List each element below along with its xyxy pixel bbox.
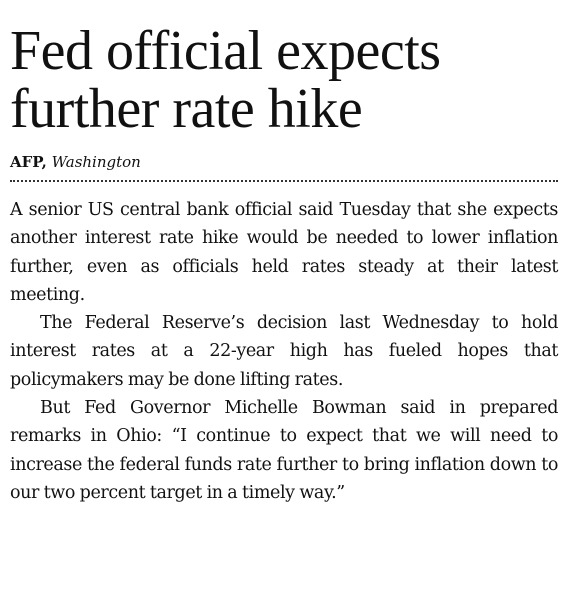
dotted-divider — [10, 180, 558, 182]
article-body: A senior US central bank official said T… — [10, 196, 558, 507]
paragraph-2: The Federal Reserve’s decision last Wedn… — [10, 313, 558, 390]
byline-agency: AFP, — [10, 153, 47, 171]
byline-location: Washington — [51, 153, 141, 171]
news-article: Fed official expects further rate hike A… — [10, 22, 558, 507]
byline: AFP, Washington — [10, 152, 558, 172]
paragraph-1: A senior US central bank official said T… — [10, 200, 558, 305]
paragraph-3: But Fed Governor Michelle Bowman said in… — [10, 398, 558, 503]
headline: Fed official expects further rate hike — [10, 20, 441, 140]
